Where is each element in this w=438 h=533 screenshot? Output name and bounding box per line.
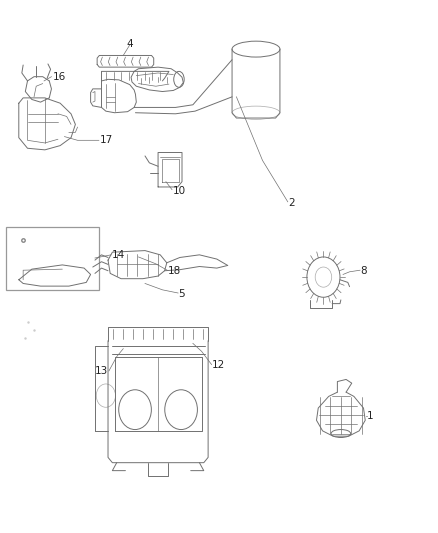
Text: 4: 4 (127, 39, 133, 49)
Text: 17: 17 (99, 135, 113, 146)
Text: 10: 10 (173, 185, 186, 196)
Text: 8: 8 (360, 266, 367, 276)
Bar (6, 227, 99, 290)
Text: 2: 2 (289, 198, 295, 208)
Text: 12: 12 (212, 360, 225, 369)
Text: 18: 18 (168, 266, 181, 276)
Text: 1: 1 (367, 411, 374, 421)
Text: 5: 5 (179, 289, 185, 299)
Text: 13: 13 (95, 366, 109, 376)
Text: 14: 14 (112, 250, 125, 260)
Text: 16: 16 (53, 72, 66, 82)
